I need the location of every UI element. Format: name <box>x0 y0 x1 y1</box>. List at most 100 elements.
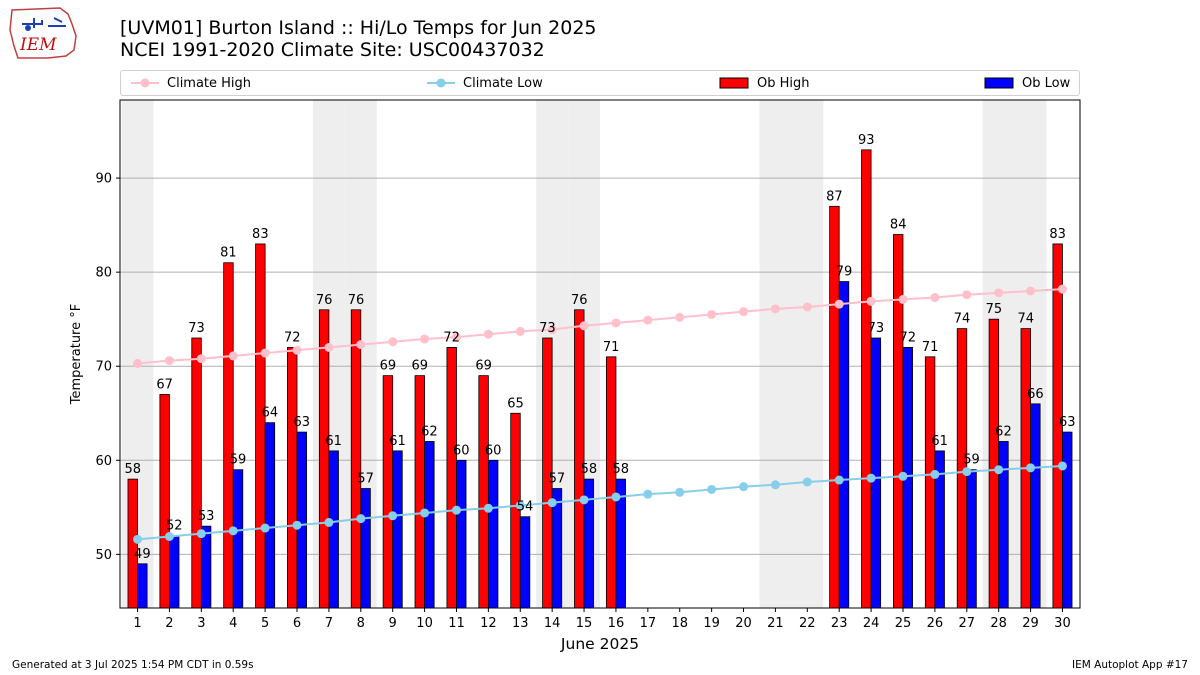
climate-high-point <box>196 354 206 364</box>
ob-high-value-label: 83 <box>1049 227 1066 242</box>
x-tick-label: 16 <box>608 616 625 631</box>
x-tick-label: 13 <box>512 616 529 631</box>
climate-low-point <box>770 480 780 490</box>
x-tick-label: 25 <box>895 616 912 631</box>
x-tick-label: 12 <box>480 616 497 631</box>
ob-high-value-label: 73 <box>188 321 205 336</box>
x-tick-label: 5 <box>261 616 269 631</box>
climate-high-point <box>802 302 812 312</box>
ob-high-value-label: 72 <box>443 330 460 345</box>
x-tick-label: 11 <box>448 616 465 631</box>
chart-subtitle: NCEI 1991-2020 Climate Site: USC00437032 <box>120 39 545 61</box>
climate-high-point <box>962 290 972 300</box>
climate-low-point <box>292 520 302 530</box>
weekend-shade <box>791 100 824 608</box>
climate-low-point <box>1026 463 1036 473</box>
ob-high-value-label: 69 <box>380 359 397 374</box>
logo-text: IEM <box>19 35 57 55</box>
x-tick-label: 27 <box>959 616 976 631</box>
y-tick-label: 50 <box>95 548 112 563</box>
climate-high-point <box>930 293 940 303</box>
climate-low-point <box>451 505 461 515</box>
ob-high-value-label: 72 <box>284 330 301 345</box>
climate-low-point <box>707 484 717 494</box>
climate-low-point <box>324 517 334 527</box>
climate-high-point <box>994 288 1004 298</box>
climate-high-point <box>675 312 685 322</box>
ob-high-bar <box>159 394 170 609</box>
y-axis-label: Temperature °F <box>69 304 84 405</box>
climate-high-point <box>515 326 525 336</box>
ob-high-value-label: 75 <box>986 302 1003 317</box>
ob-low-value-label: 66 <box>1027 387 1044 402</box>
climate-high-point <box>1057 284 1067 294</box>
ob-low-bar <box>360 488 371 609</box>
climate-low-point <box>356 514 366 524</box>
climate-high-point <box>898 294 908 304</box>
legend-label-ob-low: Ob Low <box>1022 75 1071 91</box>
legend-item-climate-low: Climate Low <box>427 71 543 95</box>
legend-label-climate-low: Climate Low <box>463 75 543 91</box>
x-tick-label: 3 <box>197 616 205 631</box>
ob-low-value-label: 59 <box>963 453 980 468</box>
legend-item-ob-high: Ob High <box>719 71 810 95</box>
ob-high-bar <box>223 262 234 609</box>
plot-frame <box>119 99 1081 609</box>
ob-low-bar <box>169 535 180 609</box>
ob-low-bar <box>1030 403 1041 609</box>
ob-low-value-label: 54 <box>517 500 534 515</box>
x-tick-label: 23 <box>831 616 848 631</box>
legend-label-climate-high: Climate High <box>167 75 252 91</box>
x-tick-label: 15 <box>576 616 593 631</box>
climate-low-point <box>643 489 653 499</box>
climate-high-point <box>420 334 430 344</box>
ob-high-bar <box>574 309 585 609</box>
x-tick-label: 4 <box>229 616 237 631</box>
ob-low-value-label: 53 <box>198 509 215 524</box>
climate-high-point <box>260 348 270 358</box>
x-tick-label: 20 <box>735 616 752 631</box>
climate-high-line <box>137 288 1063 365</box>
x-tick-label: 14 <box>544 616 561 631</box>
ob-low-bar <box>200 525 212 609</box>
y-tick-label: 60 <box>95 454 112 469</box>
climate-high-point <box>739 307 749 317</box>
x-tick-label: 29 <box>1022 616 1039 631</box>
ob-low-value-label: 63 <box>1059 415 1076 430</box>
climate-high-point <box>579 321 589 331</box>
ob-low-bar <box>424 441 435 609</box>
climate-low-point <box>420 508 430 518</box>
x-tick-label: 17 <box>640 616 657 631</box>
ob-high-value-label: 76 <box>571 293 588 308</box>
ob-low-value-label: 62 <box>421 424 438 439</box>
x-tick-label: 28 <box>990 616 1007 631</box>
climate-high-point <box>133 358 143 368</box>
climate-high-point <box>388 337 398 347</box>
ob-low-bar <box>232 469 244 609</box>
ob-low-value-label: 60 <box>485 443 502 458</box>
climate-high-point <box>611 318 621 328</box>
x-tick-label: 18 <box>671 616 688 631</box>
climate-high-point <box>834 299 844 309</box>
ob-high-bar <box>924 356 936 609</box>
climate-high-point <box>707 309 717 319</box>
ob-high-bar <box>446 347 457 609</box>
ob-low-value-label: 79 <box>836 265 853 280</box>
ob-high-value-label: 71 <box>603 340 620 355</box>
chart-title: [UVM01] Burton Island :: Hi/Lo Temps for… <box>120 17 597 39</box>
y-tick-label: 90 <box>95 172 112 187</box>
ob-high-value-label: 93 <box>858 133 875 148</box>
x-tick-label: 2 <box>165 616 173 631</box>
climate-low-point <box>388 511 398 521</box>
climate-low-line <box>137 464 1063 541</box>
x-tick-label: 6 <box>293 616 301 631</box>
ob-high-value-label: 81 <box>220 246 237 261</box>
ob-low-value-label: 52 <box>166 519 183 534</box>
legend-item-climate-high: Climate High <box>131 71 251 95</box>
chart-legend: Climate High Climate Low Ob High Ob Low <box>120 70 1080 96</box>
ob-high-bar <box>318 309 330 609</box>
x-tick-label: 1 <box>133 616 141 631</box>
ob-low-bar <box>392 450 403 609</box>
ob-low-value-label: 63 <box>294 415 311 430</box>
